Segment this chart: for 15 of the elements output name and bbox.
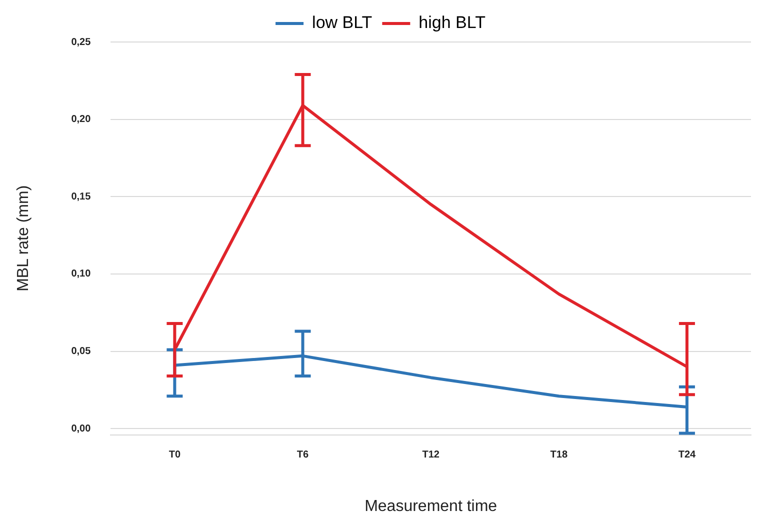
x-tick-label: T12 bbox=[422, 450, 440, 461]
x-axis-title: Measurement time bbox=[364, 498, 498, 515]
y-tick-label: 0,00 bbox=[71, 423, 92, 434]
y-axis-title: MBL rate (mm) bbox=[15, 185, 32, 292]
x-tick-label: T18 bbox=[550, 450, 568, 461]
y-tick-label: 0,15 bbox=[71, 191, 92, 202]
x-tick-label: T24 bbox=[678, 450, 696, 461]
x-tick-label: T0 bbox=[168, 450, 181, 461]
legend-label: low BLT bbox=[312, 13, 372, 32]
y-tick-label: 0,20 bbox=[71, 114, 92, 126]
y-tick-label: 0,10 bbox=[71, 268, 92, 280]
y-tick-label: 0,25 bbox=[71, 36, 92, 48]
legend-label: high BLT bbox=[418, 13, 486, 32]
y-tick-label: 0,05 bbox=[71, 346, 92, 358]
x-tick-label: T6 bbox=[296, 450, 310, 461]
